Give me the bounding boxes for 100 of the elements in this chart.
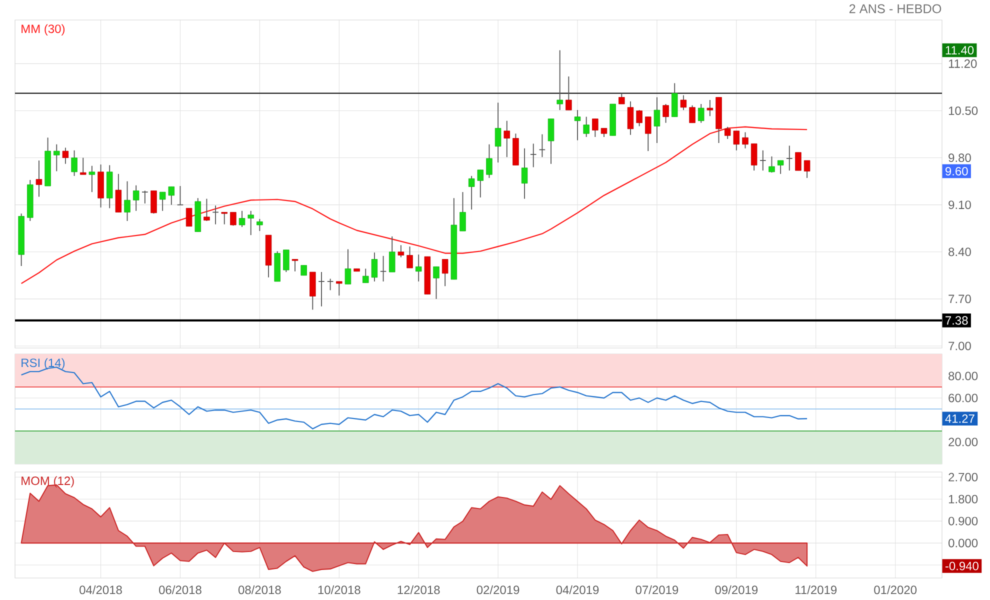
y-tick-label: 11.20: [948, 59, 977, 68]
candlestick: [662, 104, 669, 124]
text: MM (30): [22, 24, 65, 36]
candlestick: [636, 110, 642, 127]
candlestick: [62, 147, 69, 164]
x-tick-label: 07/2019: [636, 585, 678, 594]
candlestick: [592, 118, 598, 138]
candlestick: [494, 102, 502, 163]
candlestick: [521, 148, 528, 200]
candlestick: [380, 255, 387, 282]
x-tick-label: 04/2018: [80, 585, 122, 594]
y-tick-label: 60.00: [948, 394, 978, 402]
candlestick: [54, 144, 60, 172]
x-tick-label: 02/2019: [476, 585, 520, 594]
candlestick: [680, 94, 687, 111]
candlestick: [583, 116, 590, 138]
x-tick-label: 06/2018: [159, 585, 202, 594]
y-tick-label: 0.900: [948, 516, 978, 526]
y-tick-label: 1.800: [948, 494, 978, 504]
candlestick: [176, 186, 184, 206]
chart-title: 2 ANS - HEBDO: [849, 4, 942, 14]
candlestick: [415, 254, 422, 282]
candlestick: [689, 104, 696, 124]
y-tick-label: 8.40: [948, 248, 971, 256]
x-tick-label: 09/2019: [715, 585, 758, 594]
y-tick-label: 2.700: [948, 472, 978, 482]
candlestick: [80, 157, 86, 176]
candlestick: [186, 208, 192, 227]
candlestick: [777, 160, 784, 174]
candlestick: [88, 165, 96, 193]
candlestick: [150, 190, 157, 214]
candlestick: [336, 280, 342, 296]
candlestick: [733, 130, 740, 151]
annotation: 41.27: [945, 414, 974, 423]
candlestick: [618, 92, 625, 104]
candlestick: [486, 144, 492, 178]
candlestick: [742, 132, 748, 149]
candlestick: [645, 116, 652, 152]
candlestick: [204, 198, 210, 222]
y-tick-label: 0.000: [948, 538, 978, 548]
candlestick: [433, 266, 440, 300]
candlestick: [159, 192, 166, 212]
candlestick: [504, 120, 510, 158]
line-series: [20, 126, 808, 284]
candlestick: [627, 100, 634, 136]
candlestick: [115, 173, 122, 213]
candlestick: [362, 268, 369, 284]
y-tick-label: 9.10: [948, 200, 971, 210]
candlestick: [389, 236, 396, 273]
y-tick-label: 7.00: [948, 342, 971, 350]
candlestick: [654, 96, 660, 144]
candlestick: [248, 210, 254, 236]
y-tick-label: 80.00: [948, 372, 978, 380]
candlestick: [71, 150, 78, 176]
candlestick: [804, 160, 810, 178]
candlestick: [460, 192, 466, 232]
x-tick-label: 12/2018: [398, 585, 440, 594]
candlestick: [477, 169, 484, 198]
candlestick: [256, 218, 263, 232]
candlestick: [795, 152, 802, 172]
candlestick: [672, 82, 678, 118]
x-tick-label: 01/2020: [874, 585, 917, 594]
candlestick: [406, 246, 413, 268]
candlestick: [548, 118, 554, 164]
candlestick: [230, 212, 236, 226]
y-tick-label: 9.80: [948, 154, 971, 162]
x-tick-label: 08/2018: [238, 585, 281, 594]
candlestick: [442, 258, 448, 287]
annotation: -0.940: [945, 562, 978, 570]
candlestick: [292, 258, 298, 272]
candlestick: [566, 76, 572, 111]
x-tick-label: 04/2019: [556, 585, 599, 594]
ref-line-label: 7.38: [946, 316, 968, 325]
candlestick: [318, 272, 325, 307]
y-tick-label: 20.00: [948, 438, 978, 446]
candlestick: [398, 244, 404, 258]
candlestick: [344, 248, 352, 285]
annotation: 9.60: [946, 166, 968, 176]
series-label: MOM (12): [22, 476, 74, 488]
candlestick: [750, 143, 758, 172]
candlestick: [238, 210, 246, 228]
candlestick: [142, 190, 148, 204]
candlestick: [468, 175, 475, 210]
series-label: RSI (14): [22, 358, 65, 370]
candlestick: [768, 156, 775, 174]
candlestick: [132, 184, 140, 212]
y-tick-label: 7.70: [948, 294, 971, 304]
annotation: 11.40: [946, 46, 974, 54]
candlestick: [168, 186, 175, 206]
candlestick: [36, 160, 42, 198]
candlestick: [300, 264, 307, 276]
candlestick: [538, 134, 546, 158]
x-tick-label: 11/2019: [796, 585, 837, 594]
candlestick: [706, 100, 714, 117]
candlestick: [574, 110, 581, 141]
y-tick-label: 10.50: [948, 106, 978, 115]
candlestick: [724, 126, 731, 140]
candlestick: [530, 143, 537, 168]
candlestick: [556, 50, 563, 111]
candlestick: [698, 104, 704, 124]
